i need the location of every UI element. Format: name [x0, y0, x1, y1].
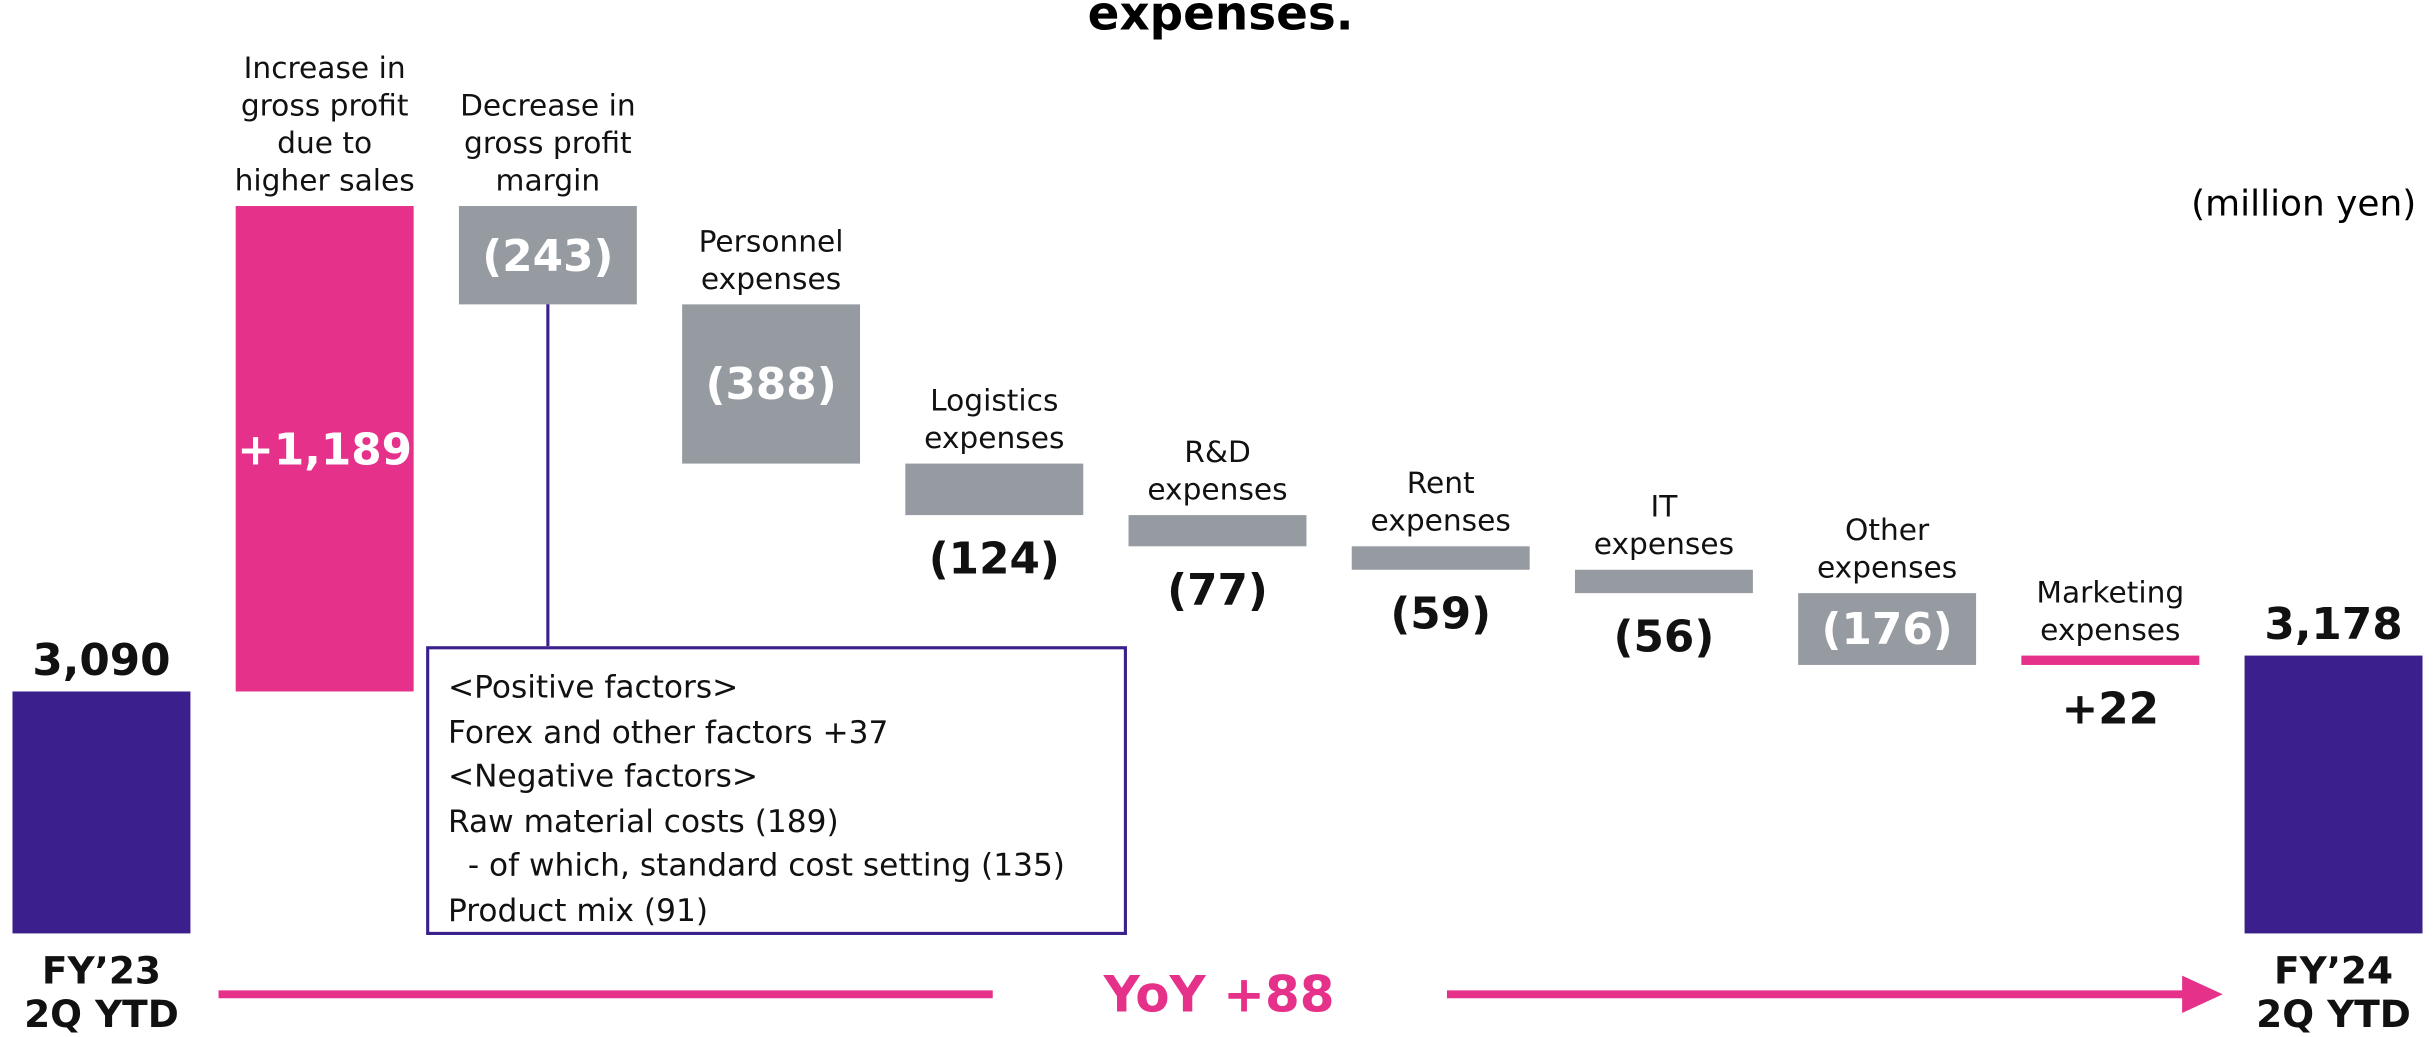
bar [235, 205, 414, 693]
bar [905, 463, 1084, 515]
value-label: (56) [1613, 610, 1715, 663]
bar [458, 205, 637, 305]
value-label: (243) [482, 229, 614, 282]
yoy-label: YoY +88 [1103, 964, 1335, 1024]
annotation-line: Product mix (91) [447, 891, 709, 929]
value-label: (59) [1390, 588, 1492, 640]
arrow-head [2182, 975, 2223, 1014]
bar [2021, 656, 2200, 666]
bar [682, 305, 861, 464]
category-label: Logistics expenses [924, 384, 1065, 456]
category-label: Other expenses [1816, 513, 1958, 586]
category-label: Personnel expenses [698, 225, 844, 298]
value-label: (124) [928, 532, 1060, 584]
category-label: Increase in gross profit due to higher s… [234, 51, 415, 198]
value-label: (388) [705, 358, 837, 411]
category-label: FY’24 2Q YTD [2256, 949, 2411, 1037]
annotation-line: <Positive factors> [447, 668, 739, 706]
bar [1798, 593, 1977, 666]
bar [1574, 570, 1753, 594]
annotation-box: <Positive factors> Forex and other factor… [426, 646, 1127, 935]
category-label: FY’23 2Q YTD [24, 949, 179, 1037]
category-label: Marketing expenses [2036, 576, 2185, 649]
bar [1351, 545, 1530, 571]
category-label: IT expenses [1593, 490, 1735, 563]
bar [2244, 656, 2423, 934]
annotation-line: Forex and other factors +37 [447, 712, 889, 751]
annotation-line: Raw material costs (189) [447, 801, 839, 840]
value-label: +22 [2061, 683, 2160, 735]
category-label: Rent expenses [1370, 466, 1511, 539]
value-label: 3,090 [32, 635, 171, 687]
value-label: +1,189 [237, 423, 413, 475]
annotation-line: <Negative factors> [447, 757, 759, 795]
chart-title: expenses. [1087, 0, 1354, 43]
bar [1128, 514, 1307, 546]
annotation-line: - of which, standard cost setting (135) [447, 846, 1065, 885]
value-label: (77) [1167, 563, 1268, 616]
category-label: Decrease in gross profit margin [460, 88, 636, 198]
category-label: R&D expenses [1147, 434, 1288, 507]
value-label: 3,178 [2264, 599, 2403, 651]
value-label: (176) [1821, 603, 1953, 655]
bar [12, 692, 191, 934]
unit-label: (million yen) [2191, 184, 2417, 225]
